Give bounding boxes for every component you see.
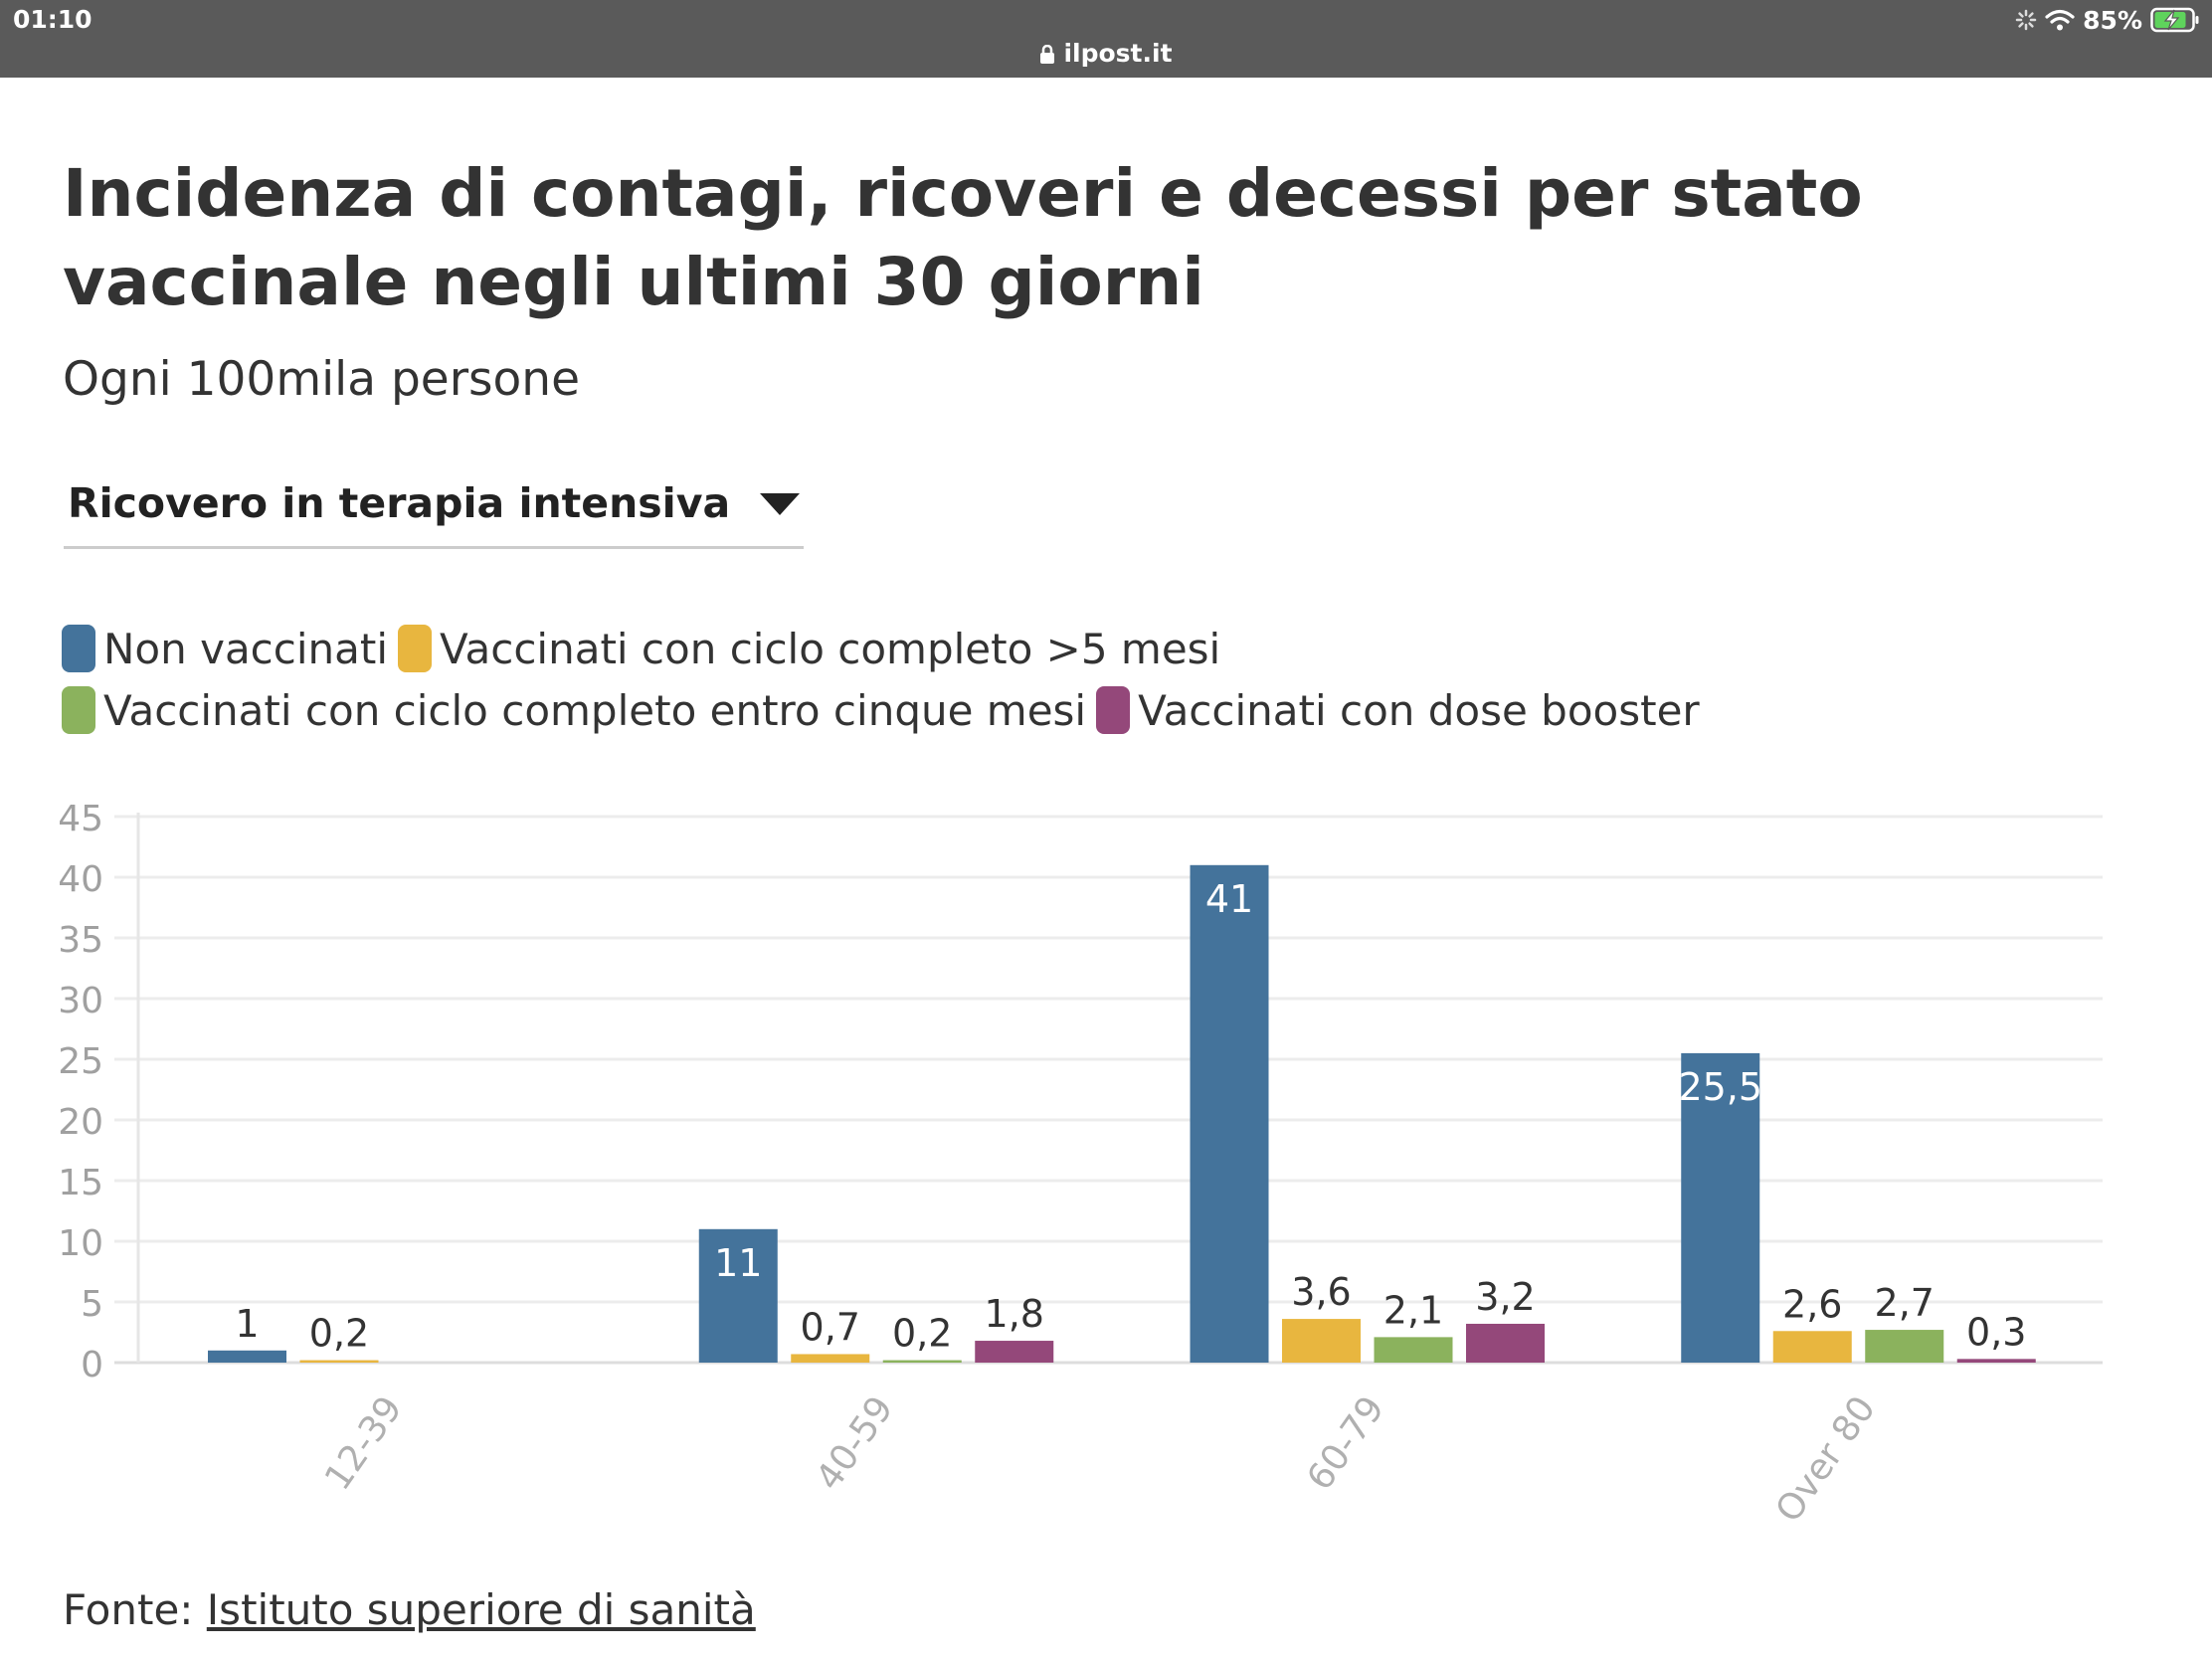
legend-swatch	[62, 686, 95, 734]
data-label: 3,2	[1475, 1275, 1535, 1319]
data-label: 41	[1205, 877, 1253, 921]
source-prefix: Fonte:	[63, 1585, 194, 1634]
bar	[791, 1354, 870, 1363]
y-tick-label: 20	[58, 1102, 103, 1143]
y-tick-label: 10	[58, 1223, 103, 1264]
legend-swatch	[398, 625, 433, 672]
bar	[208, 1350, 286, 1363]
address-bar[interactable]: ilpost.it	[0, 39, 2212, 68]
data-label: 2,6	[1782, 1282, 1842, 1326]
metric-dropdown[interactable]: Ricovero in terapia intensiva	[64, 473, 804, 549]
bar	[1466, 1323, 1545, 1363]
legend-swatch	[1096, 686, 1131, 734]
bar	[698, 1228, 778, 1363]
url-text: ilpost.it	[1063, 39, 1173, 68]
data-label: 2,1	[1383, 1288, 1443, 1332]
data-label: 0,2	[309, 1312, 369, 1356]
source-line: Fonte: Istituto superiore di sanità	[63, 1585, 756, 1634]
legend-item[interactable]: Vaccinati con ciclo completo entro cinqu…	[62, 685, 1087, 735]
bar	[975, 1341, 1054, 1363]
bar	[1374, 1337, 1453, 1363]
legend-label: Vaccinati con ciclo completo entro cinqu…	[103, 685, 1087, 735]
legend-swatch	[62, 625, 95, 672]
bar	[1681, 1052, 1760, 1363]
bar	[1190, 864, 1269, 1363]
dropdown-selected-value: Ricovero in terapia intensiva	[68, 479, 731, 527]
status-time: 01:10	[13, 5, 92, 34]
x-tick-label: 12-39	[317, 1389, 411, 1498]
source-link[interactable]: Istituto superiore di sanità	[206, 1585, 756, 1634]
y-tick-label: 40	[58, 859, 103, 900]
legend-item[interactable]: Vaccinati con dose booster	[1096, 685, 1700, 735]
status-indicators: 85%	[2015, 5, 2200, 35]
legend-item[interactable]: Non vaccinati	[62, 624, 389, 673]
x-tick-label: 60-79	[1300, 1389, 1393, 1498]
battery-percentage: 85%	[2083, 5, 2142, 35]
loading-icon	[2015, 9, 2037, 31]
legend-label: Non vaccinati	[103, 624, 389, 673]
chart-legend: Non vaccinati Vaccinati con ciclo complet…	[62, 624, 2170, 735]
bar	[1282, 1319, 1361, 1363]
x-tick-label: 40-59	[809, 1389, 902, 1498]
legend-label: Vaccinati con ciclo completo >5 mesi	[440, 624, 1221, 673]
y-tick-label: 0	[81, 1345, 103, 1385]
data-label: 3,6	[1291, 1270, 1351, 1314]
y-tick-label: 25	[58, 1041, 103, 1082]
data-label: 11	[714, 1241, 762, 1285]
chart-subtitle: Ogni 100mila persone	[63, 352, 580, 407]
y-tick-label: 15	[58, 1163, 103, 1203]
data-label: 1,8	[985, 1292, 1044, 1336]
data-label: 0,7	[801, 1305, 860, 1349]
lock-icon	[1040, 45, 1055, 64]
legend-label: Vaccinati con dose booster	[1138, 685, 1700, 735]
y-tick-label: 30	[58, 981, 103, 1021]
data-label: 1	[235, 1302, 259, 1346]
data-label: 2,7	[1875, 1281, 1935, 1325]
caret-down-icon	[760, 493, 800, 515]
battery-charging-icon	[2150, 7, 2199, 33]
status-bar: 01:10 ilpost.it 85%	[0, 0, 2212, 78]
bar-chart: 0 5 10 15 20 25 30 35 40 45 1 0,2 12-39 11 0,7 0,2 1,8 40…	[58, 799, 2103, 1530]
bar	[1772, 1331, 1852, 1363]
bar	[299, 1360, 379, 1363]
chart-title: Incidenza di contagi, ricoveri e decessi…	[63, 155, 1863, 320]
data-label: 25,5	[1678, 1065, 1762, 1109]
bar	[1865, 1330, 1944, 1363]
wifi-icon	[2045, 9, 2075, 31]
data-label: 0,3	[1966, 1310, 2026, 1354]
data-label: 0,2	[892, 1312, 952, 1356]
legend-item[interactable]: Vaccinati con ciclo completo >5 mesi	[398, 624, 1221, 673]
y-tick-label: 35	[58, 920, 103, 961]
y-tick-label: 45	[58, 799, 103, 839]
x-tick-label: Over 80	[1768, 1389, 1884, 1530]
bar	[1956, 1359, 2036, 1363]
y-tick-label: 5	[81, 1284, 103, 1325]
bar	[882, 1360, 962, 1363]
